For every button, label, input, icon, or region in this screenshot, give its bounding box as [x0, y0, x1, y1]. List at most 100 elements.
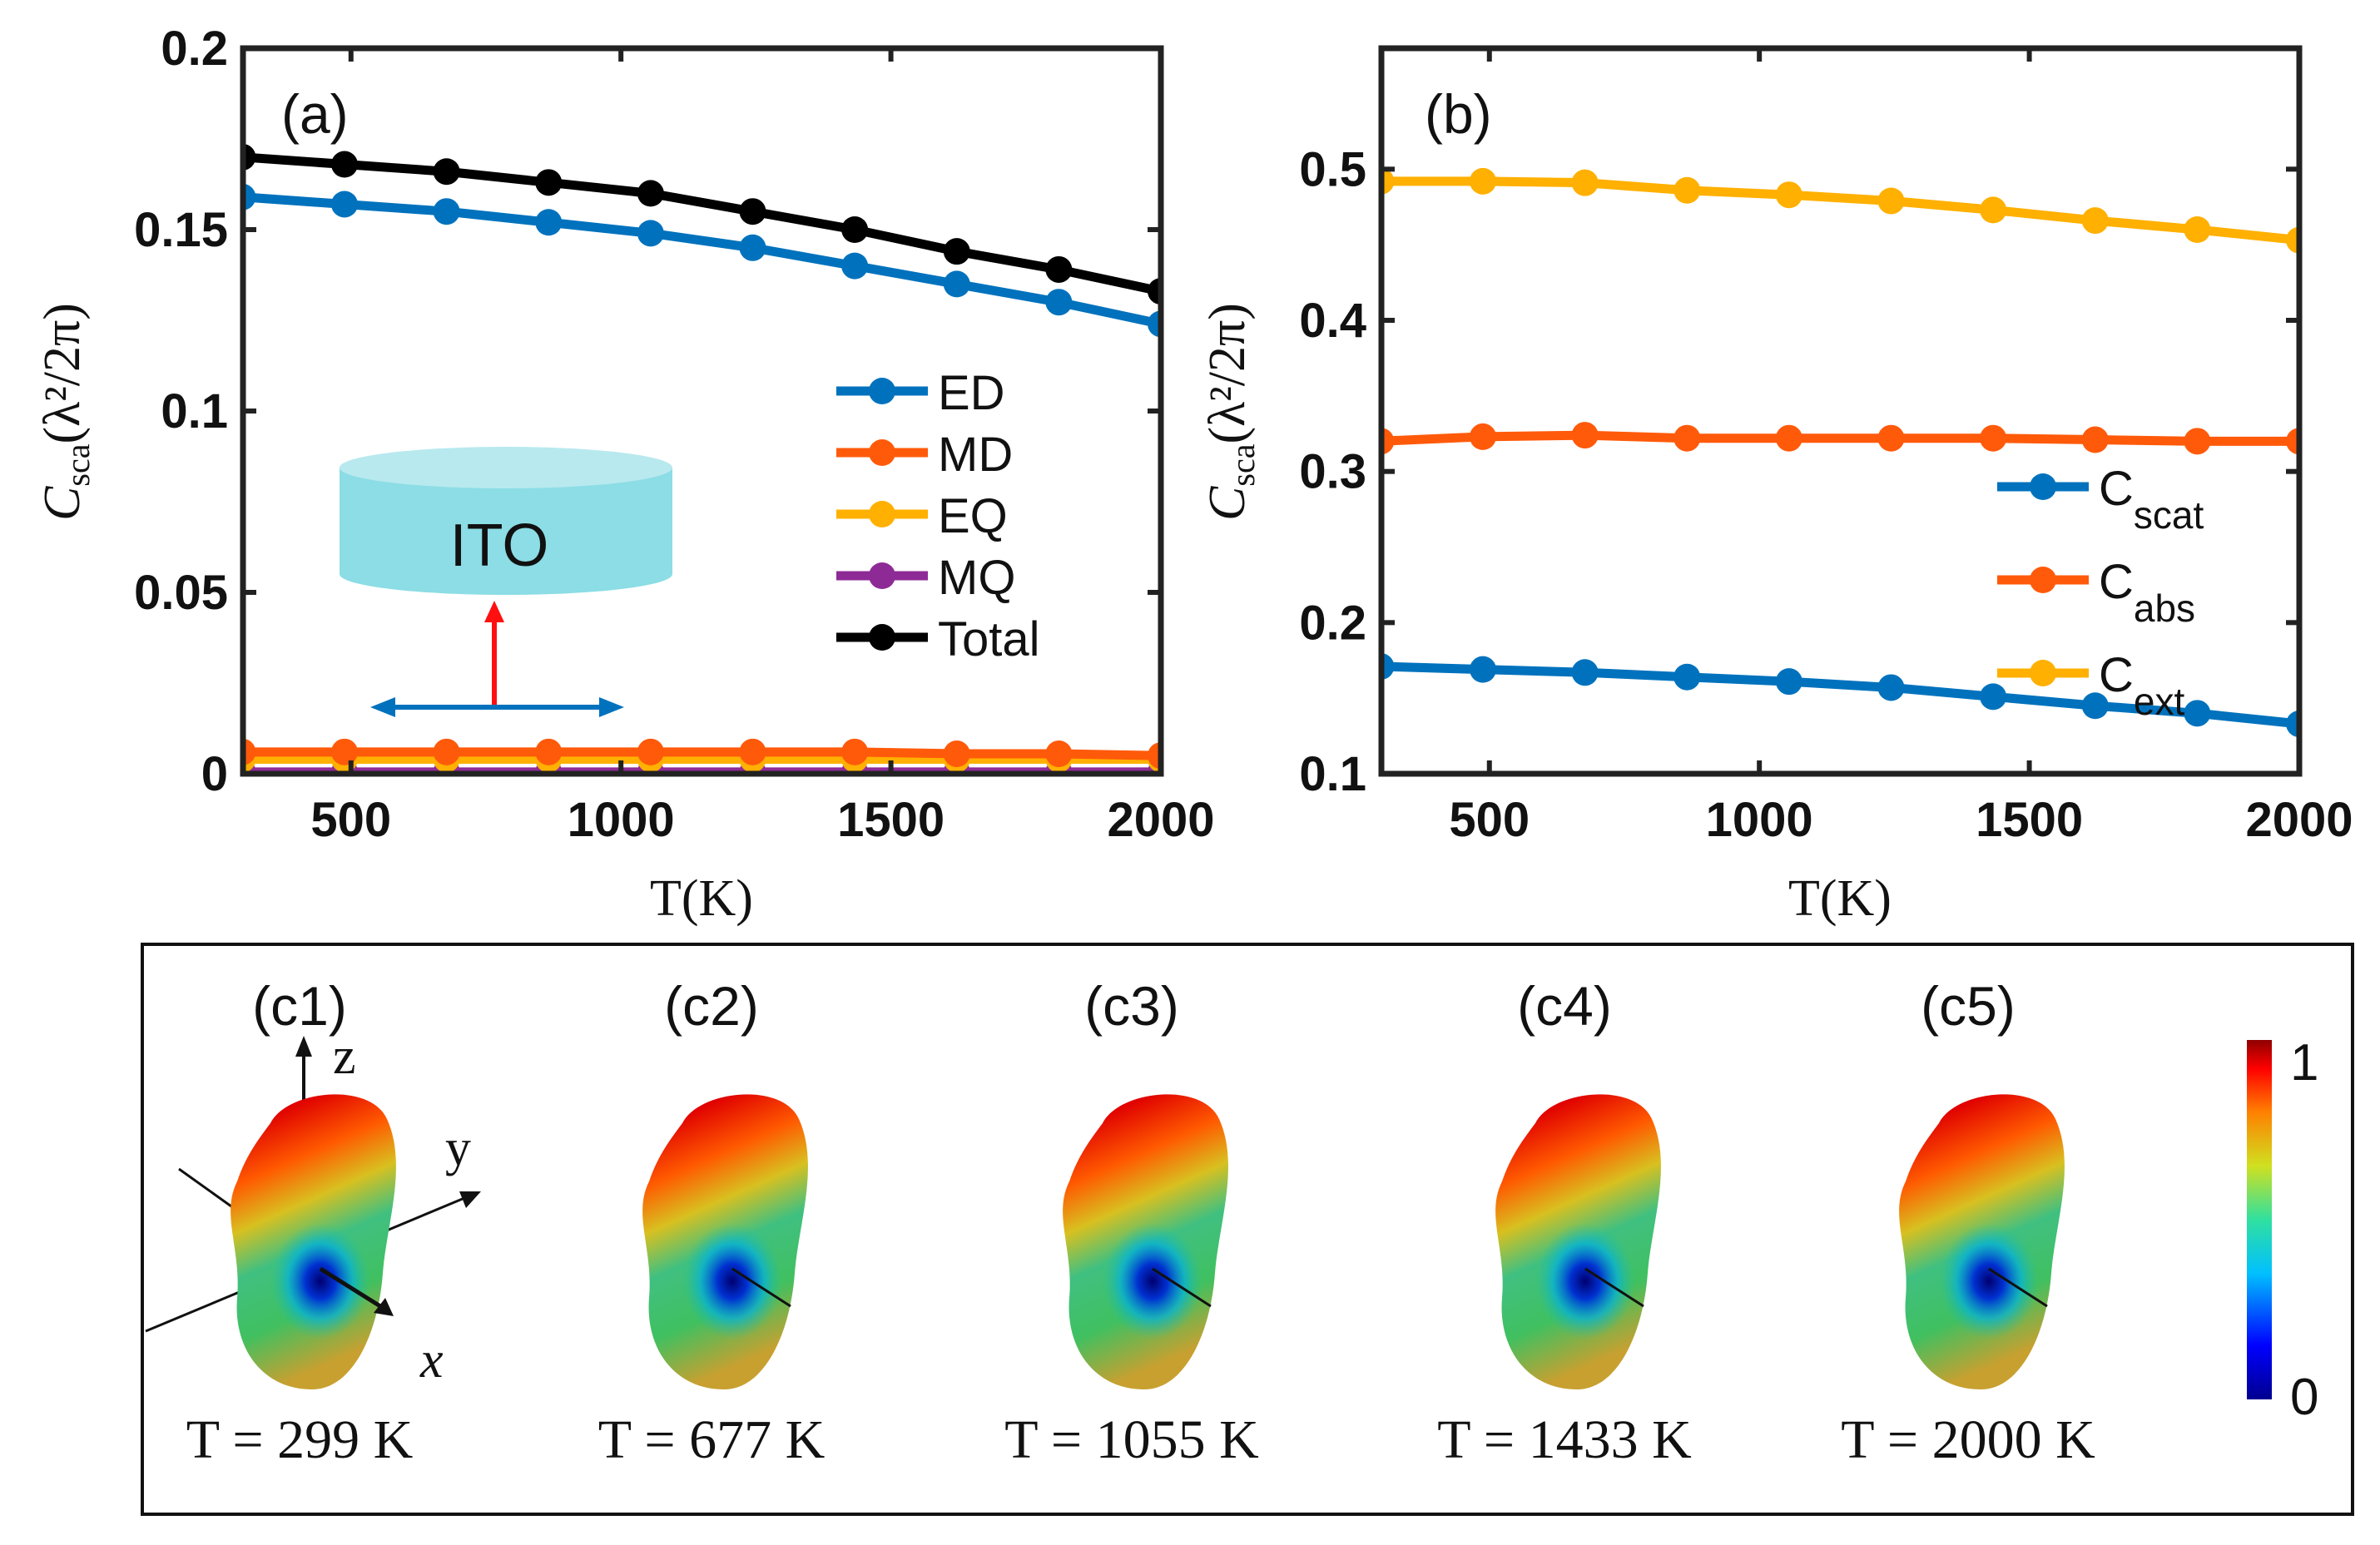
- data-point-scat: [1381, 653, 1395, 680]
- legend-item-mq: MQ: [836, 551, 1015, 605]
- x-axis-arrow: [1988, 1267, 2048, 1308]
- x-axis-arrowhead: [374, 1298, 394, 1316]
- radiation-pattern-item: (c1) T = 299 K: [186, 975, 414, 1470]
- axes-frame: [1378, 45, 2303, 777]
- panel-c: z y x (c1) T = 299 K (c2) T = 677 K (c3) T = …: [141, 943, 2354, 1516]
- data-point-ext: [1673, 176, 1701, 204]
- pattern-label: (c1): [252, 975, 347, 1037]
- data-point-scat: [1980, 683, 2007, 711]
- radiation-pattern-minimum: [1535, 1223, 1635, 1339]
- plot-area-0: 500 1000 1500 2000 0 0.05 0.1 0.15 0.2 ED MD EQ MQ To…: [134, 22, 1214, 847]
- data-point-scat: [1877, 674, 1905, 701]
- radiation-pattern-minimum: [1939, 1223, 2039, 1339]
- y-tick-label: 0.15: [134, 203, 228, 257]
- temperature-caption: T = 1055 K: [1004, 1409, 1259, 1470]
- panel-b: (b) Csca(λ²/2π) T(K) 500 1000 1500 2000 0.1 0…: [1199, 45, 2353, 927]
- data-point-ed: [330, 191, 358, 218]
- data-point-ext: [1775, 181, 1802, 209]
- legend-swatch-marker: [869, 439, 895, 466]
- panel-c-frame: [141, 943, 2354, 1516]
- data-point-md: [243, 738, 256, 765]
- data-point-scat: [1469, 656, 1496, 683]
- y-axis-arrowhead: [459, 1191, 481, 1208]
- series-line-ed: [243, 192, 1161, 329]
- data-point-abs: [2081, 426, 2109, 453]
- legend-name: Total: [938, 612, 1040, 666]
- pattern-label: (c4): [1517, 975, 1612, 1037]
- red-arrowhead: [484, 601, 504, 622]
- legend-label: ED: [938, 366, 1005, 420]
- x-tick-label: 1000: [1706, 793, 1813, 847]
- ito-inset: ITO: [340, 447, 672, 717]
- y-tick-label: 0.2: [161, 22, 228, 76]
- radiation-patterns: (c1) T = 299 K (c2) T = 677 K (c3) T = 1055 K…: [186, 975, 2095, 1470]
- data-point-scat: [2184, 700, 2211, 727]
- legend-label: EQ: [938, 489, 1008, 543]
- data-point-total: [637, 180, 664, 207]
- legend-label: Cext: [2099, 648, 2184, 723]
- data-point-ed: [243, 183, 256, 210]
- colorbar-max-label: 1: [2290, 1034, 2318, 1092]
- data-point-ed: [1045, 289, 1073, 316]
- pattern-label: (c3): [1084, 975, 1179, 1037]
- data-point-abs: [1469, 423, 1496, 450]
- data-point-abs: [1673, 424, 1701, 452]
- temperature-caption: T = 677 K: [598, 1409, 826, 1470]
- series-line-md: [243, 747, 1161, 760]
- x-axis-arrow: [319, 1266, 389, 1313]
- data-point-ext: [1980, 196, 2007, 224]
- radiation-pattern-item: (c5) T = 2000 K: [1841, 975, 2095, 1470]
- legend-subscript: scat: [2134, 493, 2204, 537]
- legend-name: MQ: [938, 551, 1015, 605]
- data-point-md: [535, 738, 563, 765]
- data-point-ed: [433, 198, 460, 225]
- x-tick-label: 500: [1449, 793, 1530, 847]
- temperature-caption: T = 299 K: [186, 1409, 414, 1470]
- legend-name: C: [2099, 648, 2134, 702]
- x-tick-label: 1500: [837, 793, 945, 847]
- data-point-total: [943, 238, 970, 265]
- legend-swatch-marker: [2030, 473, 2056, 500]
- series-line-abs: [1381, 430, 2299, 446]
- legend-swatch-marker: [869, 624, 895, 651]
- data-point-ext: [1469, 167, 1496, 195]
- series-group: [1381, 167, 2299, 738]
- data-point-md: [739, 738, 766, 765]
- data-point-scat: [1673, 663, 1701, 691]
- data-point-ed: [943, 270, 970, 298]
- legend: ED MD EQ MQ Total: [836, 366, 1040, 666]
- pattern-label: (c2): [664, 975, 759, 1037]
- legend-label: Total: [938, 612, 1040, 666]
- x-axis-arrow: [1584, 1267, 1644, 1308]
- temperature-caption: T = 2000 K: [1841, 1409, 2095, 1470]
- temperature-caption: T = 1433 K: [1437, 1409, 1692, 1470]
- panel-a-xlabel: T(K): [650, 870, 753, 927]
- data-point-abs: [1571, 422, 1599, 449]
- legend-item-ed: ED: [836, 366, 1005, 420]
- data-point-md: [841, 738, 869, 765]
- data-point-abs: [2184, 428, 2211, 455]
- data-point-ed: [739, 234, 766, 261]
- panel-b-xlabel: T(K): [1788, 870, 1892, 927]
- radiation-pattern-item: (c3) T = 1055 K: [1004, 975, 1259, 1470]
- data-point-md: [1148, 742, 1161, 770]
- panel-a-ylabel: Csca(λ²/2π): [34, 303, 97, 521]
- legend-name: C: [2099, 462, 2134, 516]
- data-point-total: [841, 216, 869, 243]
- data-point-ext: [1877, 187, 1905, 215]
- y-tick-label: 0.4: [1299, 294, 1366, 348]
- data-point-abs: [1775, 424, 1802, 452]
- legend-subscript: ext: [2134, 680, 2185, 723]
- legend-item-md: MD: [836, 428, 1013, 482]
- data-point-ext: [2286, 226, 2299, 254]
- legend-swatch-marker: [2030, 567, 2056, 593]
- ito-cylinder: [340, 468, 672, 595]
- legend-item-ext: Cext: [1997, 648, 2184, 723]
- legend-subscript: abs: [2134, 587, 2195, 630]
- x-axis-arrow: [1152, 1267, 1212, 1308]
- data-point-ext: [1571, 169, 1599, 196]
- data-point-md: [637, 738, 664, 765]
- data-point-total: [1045, 255, 1073, 283]
- data-point-ed: [535, 209, 563, 236]
